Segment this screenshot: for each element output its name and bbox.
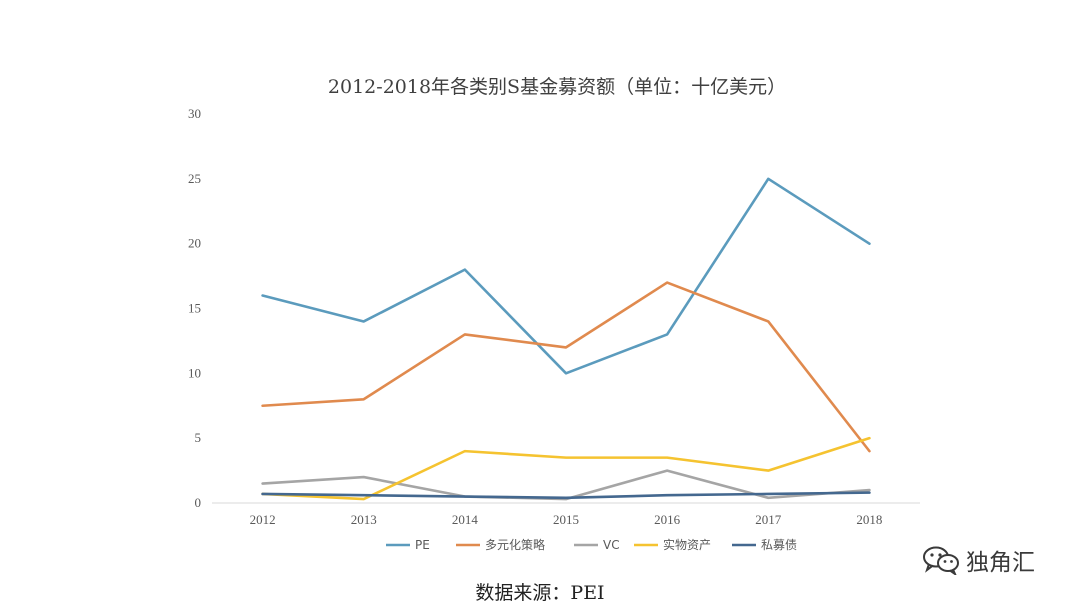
x-tick-label: 2017	[755, 512, 782, 527]
watermark: 独角汇	[922, 540, 1035, 580]
x-tick-label: 2013	[351, 512, 377, 527]
series-line	[261, 281, 871, 453]
x-tick-label: 2012	[250, 512, 276, 527]
x-axis: 2012 2013 2014 2015 2016 2017 2018	[250, 512, 883, 527]
source-note: 数据来源：PEI	[475, 582, 605, 604]
x-tick-label: 2015	[553, 512, 579, 527]
legend-label: VC	[603, 538, 620, 552]
legend-label: PE	[415, 538, 430, 552]
series-group	[261, 177, 871, 501]
y-axis: 0 5 10 15 20 25 30	[188, 106, 201, 510]
y-tick-label: 0	[195, 495, 202, 510]
series-line	[261, 436, 871, 501]
series-line	[261, 177, 871, 375]
legend-label: 多元化策略	[485, 537, 545, 552]
wechat-icon	[923, 546, 959, 575]
y-tick-label: 5	[195, 430, 202, 445]
y-tick-label: 10	[188, 365, 201, 380]
chart-title: 2012-2018年各类别S基金募资额（单位：十亿美元）	[328, 76, 786, 98]
legend-label: 私募债	[761, 538, 797, 552]
y-tick-label: 15	[188, 301, 201, 316]
x-tick-label: 2016	[654, 512, 681, 527]
watermark-text: 独角汇	[966, 550, 1035, 576]
legend-label: 实物资产	[663, 537, 711, 552]
y-tick-label: 30	[188, 106, 201, 121]
y-tick-label: 20	[188, 236, 201, 251]
legend: PE 多元化策略 VC 实物资产 私募债	[386, 537, 797, 552]
x-tick-label: 2014	[452, 512, 479, 527]
x-tick-label: 2018	[856, 512, 882, 527]
series-line	[261, 491, 871, 500]
line-chart: 2012-2018年各类别S基金募资额（单位：十亿美元） 0 5 10 15 20 25 3…	[188, 76, 920, 552]
y-tick-label: 25	[188, 171, 201, 186]
